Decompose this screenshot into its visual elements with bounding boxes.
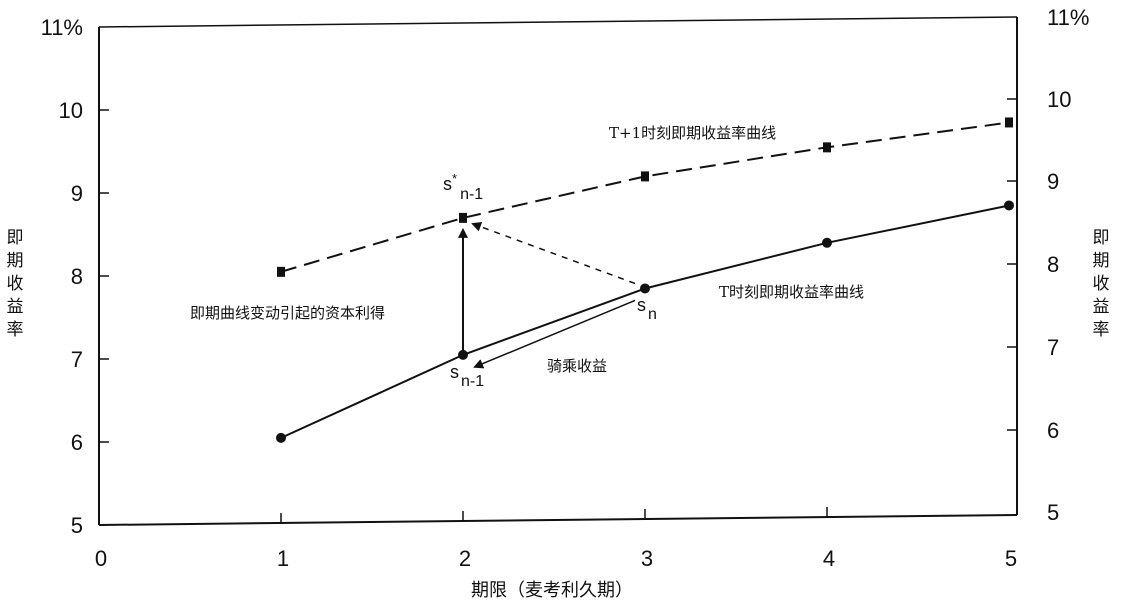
right-y-tick-label: 10 — [1047, 87, 1071, 112]
left-y-tick-label: 11% — [41, 15, 83, 40]
t-plus-1-curve-point — [277, 266, 285, 277]
t-plus-1-curve-point — [641, 171, 649, 182]
right-y-tick-label: 11% — [1047, 5, 1089, 30]
s-n-minus-1-label: s n-1 — [450, 362, 484, 390]
t-curve-point — [640, 283, 650, 294]
riding-arrow — [473, 299, 636, 369]
right-y-tick-label: 7 — [1047, 335, 1059, 360]
t-plus-1-curve-point — [459, 212, 467, 223]
riding-return-label: 骑乘收益 — [547, 357, 607, 375]
right-y-axis-title: 即期收益率 — [1093, 228, 1110, 340]
series-layer — [276, 117, 1014, 443]
right-y-tick-label: 6 — [1047, 418, 1059, 443]
shift-arrow — [471, 221, 636, 285]
t-curve-point — [822, 237, 832, 248]
arrows-layer — [458, 221, 636, 369]
x-tick-label: 3 — [641, 546, 653, 571]
left-y-tick-labels: 5 6 7 8 9 10 11% — [41, 15, 109, 538]
capital-gain-label: 即期曲线变动引起的资本利得 — [190, 304, 385, 322]
right-y-tick-label: 9 — [1047, 169, 1059, 194]
left-y-tick-label: 6 — [71, 430, 83, 455]
right-y-tick-label: 5 — [1047, 500, 1059, 525]
x-tick-label: 2 — [459, 546, 471, 571]
x-tick-label: 1 — [277, 546, 289, 571]
left-y-tick-label: 10 — [59, 98, 83, 123]
left-y-tick-label: 9 — [71, 181, 83, 206]
x-tick-labels: 0 1 2 3 4 5 — [95, 507, 1017, 571]
x-tick-label: 4 — [823, 546, 835, 571]
left-y-axis-title: 即期收益率 — [7, 228, 24, 340]
t-curve-point — [276, 432, 286, 443]
t-curve-label: T时刻即期收益率曲线 — [719, 283, 864, 301]
plot-frame — [98, 16, 1018, 526]
left-y-tick-label: 5 — [71, 513, 83, 538]
left-y-tick-label: 7 — [71, 347, 83, 372]
s-star-n-minus-1-label: s*n-1 — [443, 171, 483, 203]
right-y-tick-label: 8 — [1047, 252, 1059, 277]
t-plus-1-curve-point — [1005, 117, 1013, 128]
left-y-tick-label: 8 — [71, 264, 83, 289]
t-plus-1-curve-line — [280, 121, 1010, 273]
t-plus-1-curve-label: T+1时刻即期收益率曲线 — [609, 124, 776, 142]
t-plus-1-curve-point — [823, 142, 831, 153]
top-border-line — [98, 16, 1018, 28]
x-tick-label: 5 — [1005, 546, 1017, 571]
x-tick-label: 0 — [95, 546, 107, 571]
x-axis-title: 期限（麦考利久期） — [471, 580, 633, 601]
right-y-tick-labels: 5 6 7 8 9 10 11% — [1007, 5, 1089, 525]
t-curve-line — [280, 204, 1010, 439]
bottom-axis-line — [98, 514, 1018, 526]
t-curve-point — [1004, 200, 1014, 211]
